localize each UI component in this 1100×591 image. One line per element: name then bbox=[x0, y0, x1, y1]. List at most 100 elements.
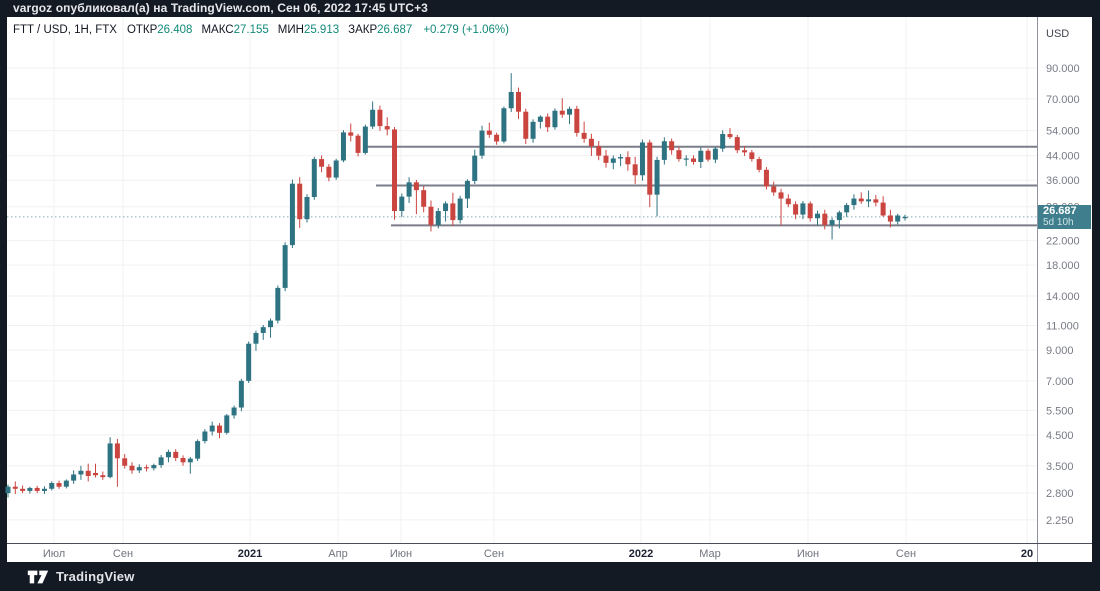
price-tick-label: 7.000 bbox=[1046, 376, 1074, 388]
last-price-badge: 26.687 5d 10h bbox=[1038, 204, 1091, 229]
candle-down bbox=[348, 123, 354, 142]
candle-down bbox=[56, 480, 62, 489]
price-tick-label: 14.000 bbox=[1046, 291, 1080, 303]
candle-up bbox=[435, 208, 441, 229]
candle-up bbox=[246, 341, 252, 383]
candle-up bbox=[151, 463, 157, 471]
candle-down bbox=[413, 179, 419, 215]
candle-up bbox=[107, 437, 113, 479]
candle-up bbox=[158, 455, 164, 468]
candle-up bbox=[231, 405, 237, 419]
candle-up bbox=[289, 179, 295, 249]
candle-up bbox=[202, 429, 208, 444]
candle-down bbox=[763, 167, 769, 190]
candle-up bbox=[567, 106, 573, 125]
candle-up bbox=[661, 137, 667, 165]
candle-up bbox=[800, 200, 806, 220]
candle-up bbox=[698, 147, 704, 168]
candle-down bbox=[100, 471, 106, 480]
candle-up bbox=[720, 130, 726, 152]
candle-down bbox=[596, 140, 602, 161]
time-tick-label: 2021 bbox=[238, 548, 262, 560]
ohlc-low: МИН25.913 bbox=[277, 24, 340, 36]
candle-down bbox=[355, 133, 361, 157]
time-tick-label: Июл bbox=[43, 548, 65, 560]
candle-down bbox=[392, 126, 398, 220]
candle-up bbox=[362, 124, 368, 155]
candle-down bbox=[603, 149, 609, 168]
candle-up bbox=[136, 464, 142, 473]
candle-up bbox=[457, 195, 463, 224]
candle-up bbox=[712, 146, 718, 164]
candle-up bbox=[41, 486, 47, 494]
candle-down bbox=[887, 209, 893, 228]
ohlc-close: ЗАКР26.687 bbox=[348, 24, 413, 36]
candle-up bbox=[683, 155, 689, 167]
candle-down bbox=[785, 194, 791, 208]
candle-up bbox=[844, 202, 850, 217]
candlestick-series bbox=[5, 73, 908, 498]
tradingview-wordmark: TradingView bbox=[56, 569, 135, 584]
price-tick-label: 90.000 bbox=[1046, 63, 1080, 75]
time-scale-labels: Июл Сен 2021 Апр Июн Сен 2022 Мар Июн Сен 20 bbox=[43, 548, 1033, 560]
candle-down bbox=[742, 146, 748, 156]
candle-down bbox=[523, 108, 529, 144]
candle-up bbox=[282, 242, 288, 292]
price-tick-label: 2.250 bbox=[1046, 515, 1074, 527]
candle-up bbox=[268, 318, 274, 338]
candle-down bbox=[216, 423, 222, 439]
candle-up bbox=[238, 378, 244, 412]
candle-down bbox=[858, 192, 864, 204]
candle-up bbox=[836, 210, 842, 229]
candle-up bbox=[851, 194, 857, 210]
time-tick-label: 20 bbox=[1021, 548, 1033, 560]
candle-down bbox=[384, 117, 390, 136]
candle-up bbox=[618, 154, 624, 167]
price-tick-label: 5.500 bbox=[1046, 405, 1074, 417]
candle-down bbox=[486, 122, 492, 138]
price-tick-label: 70.000 bbox=[1046, 94, 1080, 106]
candle-down bbox=[727, 128, 733, 140]
candle-up bbox=[304, 194, 310, 223]
candle-down bbox=[515, 87, 521, 119]
candle-down bbox=[691, 155, 697, 165]
time-tick-label: Сен bbox=[113, 548, 133, 560]
candle-up bbox=[78, 465, 84, 480]
candle-up bbox=[610, 155, 616, 170]
candle-down bbox=[326, 164, 332, 182]
footer: TradingView bbox=[0, 562, 1100, 591]
candle-up bbox=[866, 190, 872, 208]
ohlc-high: МАКС27.155 bbox=[201, 24, 269, 36]
candle-up bbox=[224, 414, 230, 435]
candle-up bbox=[443, 201, 449, 222]
candle-down bbox=[129, 462, 135, 474]
candle-down bbox=[93, 463, 99, 478]
candle-up bbox=[195, 439, 201, 461]
symbol-legend: FTT / USD, 1H, FTX ОТКР26.408 МАКС27.155 МИ… bbox=[13, 24, 509, 36]
candle-down bbox=[734, 134, 740, 154]
candle-up bbox=[406, 177, 412, 203]
candle-down bbox=[588, 133, 594, 156]
candle-up bbox=[49, 481, 55, 491]
candle-up bbox=[370, 101, 376, 129]
candle-up bbox=[472, 149, 478, 185]
price-tick-label: 9.000 bbox=[1046, 345, 1074, 357]
candle-down bbox=[545, 113, 551, 132]
candle-up bbox=[165, 449, 171, 463]
candle-down bbox=[144, 464, 150, 472]
candle-up bbox=[340, 130, 346, 163]
candle-down bbox=[807, 201, 813, 222]
price-tick-label: 22.000 bbox=[1046, 236, 1080, 248]
time-tick-label: Июн bbox=[797, 548, 819, 560]
candle-down bbox=[122, 454, 128, 469]
price-tick-label: 4.500 bbox=[1046, 430, 1074, 442]
time-tick-label: Мар bbox=[699, 548, 721, 560]
candle-up bbox=[639, 139, 645, 181]
candle-down bbox=[173, 449, 179, 461]
candle-down bbox=[20, 485, 26, 494]
tradingview-logo-icon bbox=[27, 570, 49, 584]
time-tick-label: Апр bbox=[328, 548, 347, 560]
candle-down bbox=[85, 463, 91, 482]
candle-down bbox=[114, 438, 120, 487]
candle-up bbox=[530, 119, 536, 143]
